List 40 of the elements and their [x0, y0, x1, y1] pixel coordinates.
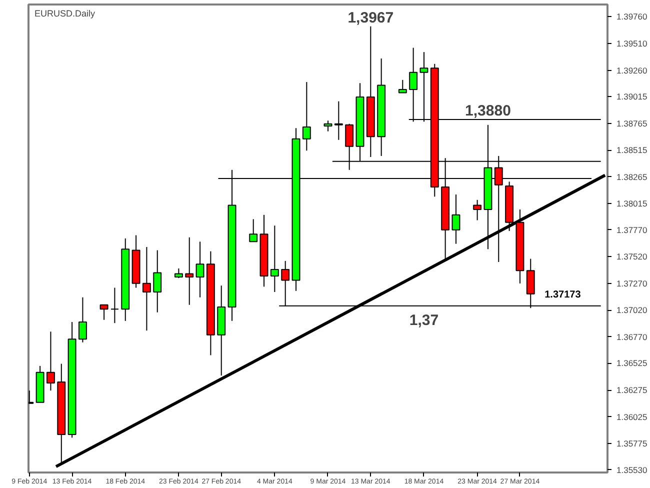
annotation: 1,3880 — [465, 102, 511, 120]
y-tick-label: 1.37520 — [616, 252, 648, 262]
y-tick-label: 1.38265 — [616, 172, 648, 182]
candlestick — [249, 218, 258, 242]
candlestick — [196, 241, 204, 298]
annotation: 1,3967 — [348, 9, 394, 26]
y-tick-label: 1.39510 — [616, 38, 648, 48]
y-tick-label: 1.37770 — [616, 224, 648, 235]
y-tick-label: 1.35530 — [616, 464, 648, 475]
candlestick — [185, 236, 194, 306]
y-tick-label: 1.36025 — [616, 412, 648, 422]
candlestick — [100, 304, 108, 320]
y-tick-label: 1.38765 — [616, 118, 648, 128]
y-tick-label: 1.38515 — [616, 145, 648, 156]
candlestick — [302, 82, 311, 152]
y-tick-label: 1.39015 — [616, 92, 648, 102]
y-tick-label: 1.35775 — [616, 438, 648, 449]
y-tick-label: 1.36275 — [616, 385, 648, 396]
y-tick-label: 1.38015 — [616, 198, 648, 209]
candlestick — [270, 225, 279, 293]
candlestick — [174, 268, 183, 279]
annotation: 1.37173 — [544, 289, 582, 300]
y-tick-label: 1.36525 — [616, 358, 648, 368]
candlestick — [142, 246, 151, 332]
y-tick-label: 1.36770 — [616, 332, 648, 342]
y-tick-label: 1.39260 — [616, 65, 648, 76]
y-tick-label: 1.37020 — [616, 305, 648, 316]
candlestick — [398, 79, 407, 94]
candlestick — [473, 199, 482, 221]
candlestick — [324, 120, 332, 132]
candlestick — [46, 331, 55, 392]
candlestick — [110, 287, 119, 324]
candlestick — [153, 250, 162, 313]
candlestick — [452, 194, 460, 244]
y-tick-label: 1.39760 — [616, 12, 648, 22]
candlestick — [334, 100, 343, 140]
candlestick — [78, 296, 87, 343]
chart-title: EURUSD.Daily — [34, 8, 96, 18]
y-tick-label: 1.37270 — [616, 278, 648, 288]
annotation: 1,37 — [409, 312, 439, 329]
